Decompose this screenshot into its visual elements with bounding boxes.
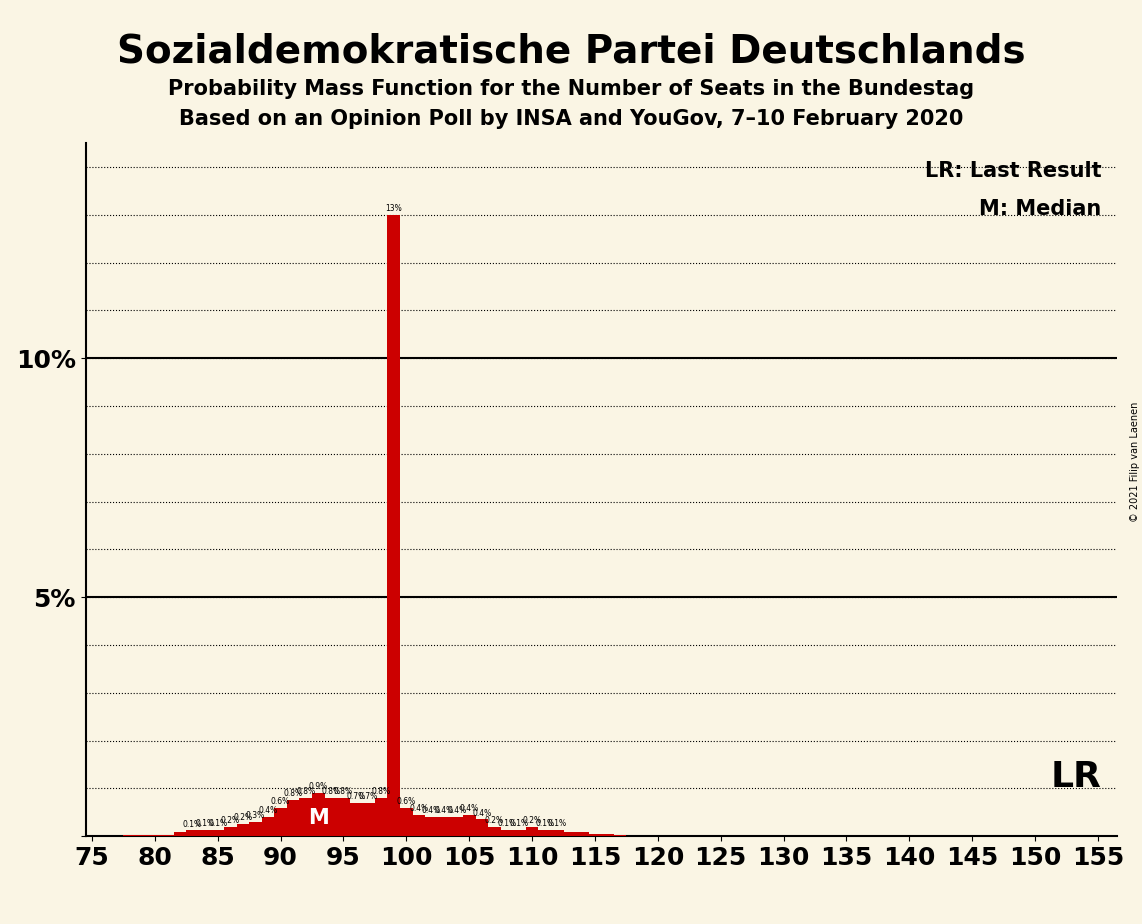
Bar [601,834,614,836]
Bar [538,830,550,836]
Text: 0.8%: 0.8% [333,787,353,796]
Bar [412,815,425,836]
Bar [274,808,287,836]
Bar [161,834,174,836]
Bar [174,833,186,836]
Bar [349,803,362,836]
Bar [437,817,450,836]
Text: 0.4%: 0.4% [258,807,278,815]
Text: 0.8%: 0.8% [321,787,340,796]
Bar [450,817,463,836]
Text: LR: LR [1051,760,1101,795]
Text: 0.4%: 0.4% [409,804,428,813]
Text: Probability Mass Function for the Number of Seats in the Bundestag: Probability Mass Function for the Number… [168,79,974,99]
Text: 0.6%: 0.6% [271,796,290,806]
Text: 0.2%: 0.2% [485,816,504,825]
Text: M: Median: M: Median [979,199,1101,219]
Bar [211,830,224,836]
Bar [123,835,136,836]
Text: 0.9%: 0.9% [308,783,328,791]
Text: 0.6%: 0.6% [396,796,416,806]
Bar [488,827,500,836]
Bar [475,820,488,836]
Bar [136,835,148,836]
Text: Based on an Opinion Poll by INSA and YouGov, 7–10 February 2020: Based on an Opinion Poll by INSA and You… [179,109,963,129]
Bar [249,821,262,836]
Text: 0.2%: 0.2% [233,813,252,822]
Text: 0.1%: 0.1% [208,819,227,828]
Bar [324,798,337,836]
Text: 0.1%: 0.1% [536,819,554,828]
Text: © 2021 Filip van Laenen: © 2021 Filip van Laenen [1129,402,1140,522]
Bar [262,817,274,836]
Bar [362,803,375,836]
Bar [224,827,236,836]
Text: 0.7%: 0.7% [359,792,378,801]
Text: 13%: 13% [385,204,402,213]
Text: 0.1%: 0.1% [183,820,202,829]
Bar [563,833,576,836]
Text: 0.4%: 0.4% [421,807,441,815]
Text: 0.8%: 0.8% [283,789,303,798]
Bar [588,834,602,836]
Text: 0.8%: 0.8% [296,787,315,796]
Bar [387,215,400,836]
Bar [148,835,161,836]
Text: 0.2%: 0.2% [220,816,240,825]
Text: 0.7%: 0.7% [346,792,365,801]
Bar [525,827,538,836]
Text: LR: Last Result: LR: Last Result [925,161,1101,180]
Bar [375,798,387,836]
Bar [550,830,563,836]
Bar [299,798,312,836]
Bar [513,830,525,836]
Bar [312,793,324,836]
Text: 0.8%: 0.8% [371,787,391,796]
Bar [199,830,211,836]
Bar [236,824,249,836]
Text: 0.2%: 0.2% [523,816,541,825]
Text: Sozialdemokratische Partei Deutschlands: Sozialdemokratische Partei Deutschlands [116,32,1026,70]
Bar [425,817,437,836]
Text: 0.1%: 0.1% [498,819,516,828]
Text: 0.1%: 0.1% [548,819,566,828]
Bar [576,833,588,836]
Bar [186,831,199,836]
Bar [500,830,513,836]
Text: 0.4%: 0.4% [472,808,491,818]
Bar [287,800,299,836]
Bar [337,798,349,836]
Bar [400,808,412,836]
Text: 0.1%: 0.1% [510,819,529,828]
Text: 0.4%: 0.4% [434,807,453,815]
Text: 0.1%: 0.1% [195,819,215,828]
Text: 0.4%: 0.4% [459,804,478,813]
Bar [614,835,627,836]
Text: M: M [308,808,329,828]
Bar [463,815,475,836]
Text: 0.3%: 0.3% [246,811,265,820]
Text: 0.4%: 0.4% [447,807,466,815]
